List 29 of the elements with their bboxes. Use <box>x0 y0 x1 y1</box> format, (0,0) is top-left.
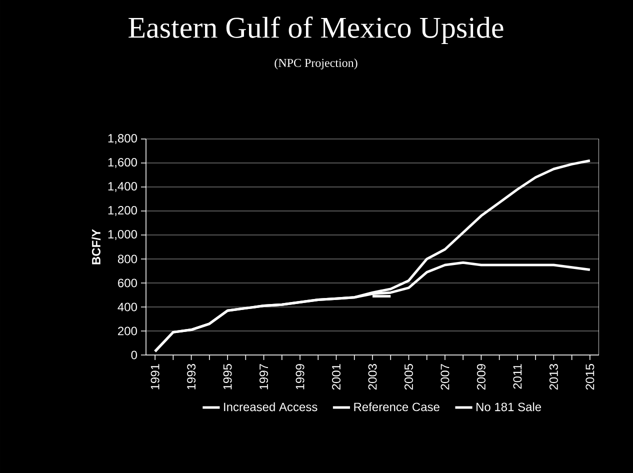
x-tick-label: 1993 <box>187 364 196 390</box>
x-tick-label: 2007 <box>440 364 450 390</box>
x-tick-label: 1995 <box>223 364 232 390</box>
chart-subtitle: (NPC Projection) <box>274 58 358 70</box>
x-tick-label: 2003 <box>368 364 377 390</box>
y-tick-label: 1,000 <box>108 230 138 240</box>
legend-label: No 181 Sale <box>476 402 542 412</box>
x-tick-label: 2005 <box>404 364 413 390</box>
y-tick-label: 1,800 <box>108 134 138 144</box>
y-tick-label: 1,400 <box>108 182 138 192</box>
x-tick-label: 2015 <box>586 364 594 390</box>
y-tick-label: 600 <box>118 278 138 288</box>
y-tick-label: 0 <box>131 350 138 360</box>
y-axis-title: BCF/Y <box>92 229 101 264</box>
y-tick-label: 200 <box>118 326 138 336</box>
x-tick-label: 2011 <box>513 364 522 389</box>
x-tick-label: 1991 <box>150 364 160 390</box>
x-tick-label: 1999 <box>296 364 304 390</box>
x-tick-label: 2013 <box>549 364 558 390</box>
y-tick-label: 800 <box>118 254 138 264</box>
y-tick-label: 1,600 <box>108 158 138 168</box>
chart-title: Eastern Gulf of Mexico Upside <box>128 16 504 44</box>
legend-label: Reference Case <box>354 402 440 412</box>
x-tick-label: 2001 <box>332 364 340 390</box>
y-tick-label: 400 <box>118 302 138 312</box>
legend-label: Increased Access <box>224 402 318 412</box>
y-tick-label: 1,200 <box>108 206 138 216</box>
x-tick-label: 1997 <box>260 364 268 390</box>
x-tick-label: 2009 <box>476 364 486 390</box>
